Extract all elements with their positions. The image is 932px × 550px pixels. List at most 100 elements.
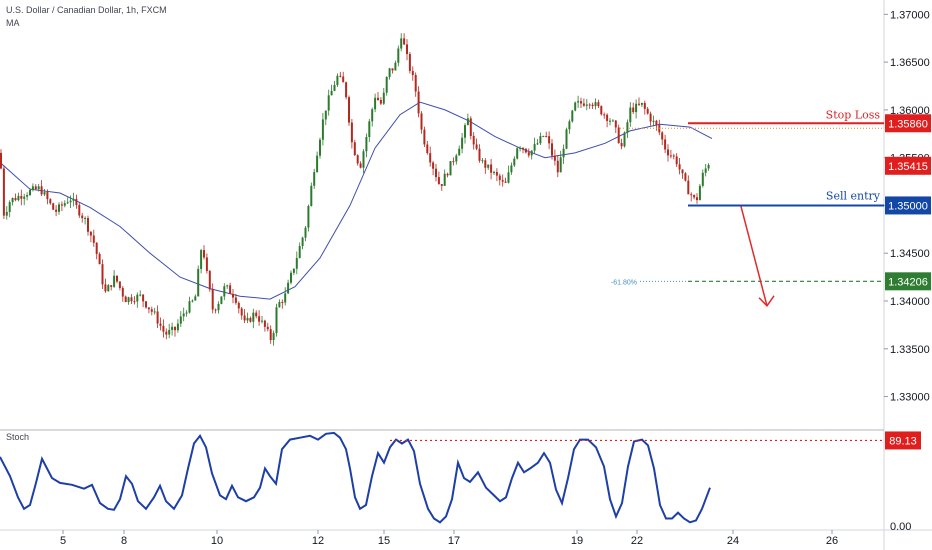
candle-body — [548, 136, 551, 144]
candle-body — [185, 312, 188, 314]
candle-body — [617, 127, 620, 143]
candle-body — [530, 150, 533, 156]
candle-body — [208, 271, 211, 290]
candle-body — [382, 92, 385, 104]
candle-body — [220, 296, 223, 304]
candle-body — [408, 54, 411, 71]
current-price-text: 1.35415 — [888, 161, 928, 173]
current-price-box — [885, 156, 931, 175]
candle-body — [226, 285, 229, 287]
candle-body — [171, 326, 174, 330]
moving-average-layer — [0, 101, 713, 300]
time-axis-tick-label: 17 — [448, 535, 460, 547]
candle-body — [313, 172, 316, 186]
time-axis-tick-label: 24 — [727, 535, 739, 547]
labels-layer: 1.35860 1.35415 1.35000 1.34206 — [885, 114, 931, 291]
candle-body — [600, 106, 603, 115]
candle-body — [194, 296, 197, 301]
candle-body — [391, 68, 394, 71]
candle-body — [46, 192, 49, 200]
candle-body — [675, 156, 678, 165]
candle-body — [78, 205, 81, 216]
candle-body — [464, 125, 466, 138]
candle-body — [89, 231, 92, 236]
candle-body — [147, 307, 150, 310]
candle-body — [429, 153, 432, 163]
candle-body — [461, 137, 464, 149]
candle-body — [356, 155, 359, 164]
candle-body — [475, 144, 478, 149]
candle-body — [223, 286, 226, 297]
candle-body — [385, 76, 388, 93]
candle-body — [684, 173, 687, 181]
candle-body — [350, 122, 353, 143]
candle-body — [472, 136, 475, 145]
candle-body — [319, 139, 321, 156]
candle-body — [37, 186, 40, 190]
candle-body — [72, 198, 75, 201]
candle-body — [87, 217, 89, 232]
target-arrow-shaft — [740, 206, 768, 306]
candle-body — [562, 148, 565, 158]
candle-body — [290, 272, 292, 283]
stoch-indicator-label[interactable]: Stoch — [6, 432, 29, 442]
candle-body — [49, 199, 52, 204]
stoch-axis-tick-label: 0.00 — [890, 521, 911, 533]
candle-body — [136, 294, 139, 302]
candle-body — [449, 161, 452, 176]
candle-body — [577, 101, 580, 103]
candle-body — [452, 161, 455, 163]
price-axis-tick-label: 1.36500 — [890, 57, 930, 69]
candle-body — [246, 317, 249, 321]
candle-body — [484, 160, 487, 168]
candle-body — [446, 173, 449, 176]
candle-body — [307, 205, 310, 228]
candle-body — [165, 331, 168, 335]
candle-body — [275, 307, 278, 334]
candle-body — [696, 197, 698, 201]
ma-indicator-label[interactable]: MA — [6, 18, 20, 28]
candle-body — [162, 325, 165, 332]
candle-body — [400, 38, 403, 49]
candle-body — [620, 142, 623, 147]
stoch-layer: 89.13 — [0, 431, 921, 524]
candle-body — [481, 160, 484, 162]
candle-body — [60, 204, 63, 206]
symbol-title[interactable]: U.S. Dollar / Canadian Dollar, 1h, FXCM — [6, 5, 167, 15]
candle-body — [603, 114, 606, 116]
target-price-text: 1.34206 — [888, 276, 928, 288]
sell-entry-price-box — [885, 196, 931, 215]
candle-body — [52, 203, 55, 210]
candle-body — [98, 253, 101, 265]
candle-body — [362, 151, 365, 168]
candle-body — [701, 172, 704, 186]
candle-body — [26, 195, 29, 197]
candle-body — [643, 102, 646, 109]
candle-body — [440, 184, 443, 186]
stop-loss-price-text: 1.35860 — [888, 118, 928, 130]
candle-body — [301, 237, 304, 247]
candle-body — [229, 285, 232, 294]
candle-body — [272, 333, 275, 341]
candle-body — [266, 326, 269, 330]
candle-body — [278, 301, 281, 308]
candle-body — [252, 312, 255, 322]
candle-body — [580, 101, 582, 104]
candle-body — [263, 320, 266, 327]
candle-body — [623, 132, 626, 147]
candle-body — [339, 75, 342, 77]
candle-body — [611, 120, 614, 122]
target-arrowhead — [758, 295, 775, 307]
candle-body — [571, 110, 574, 122]
candle-body — [669, 155, 672, 157]
price-axis-tick-label: 1.33500 — [890, 344, 930, 356]
candle-body — [661, 132, 664, 140]
candle-body — [411, 70, 414, 76]
candle-body — [585, 104, 588, 106]
time-axis-tick-label: 19 — [571, 535, 583, 547]
time-axis-tick-label: 26 — [826, 535, 838, 547]
candle-body — [23, 196, 26, 199]
candle-body — [327, 95, 330, 111]
